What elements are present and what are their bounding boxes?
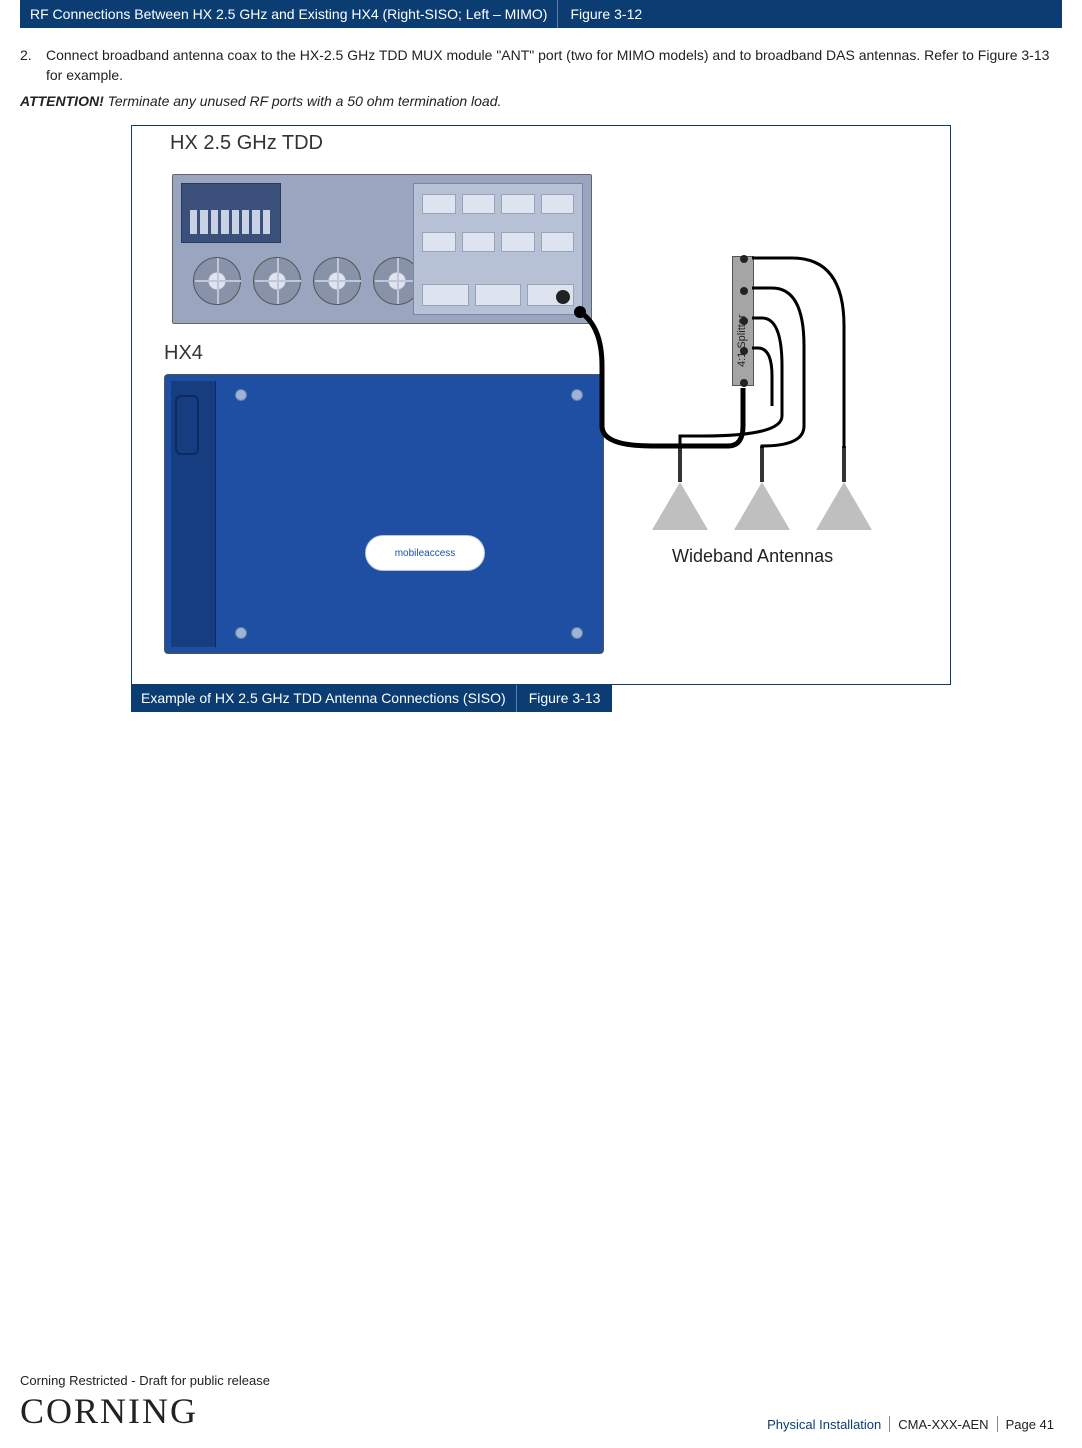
antenna-icon	[814, 446, 874, 530]
hx4-tag: mobileaccess	[365, 535, 485, 571]
attention-text: Terminate any unused RF ports with a 50 …	[108, 93, 502, 109]
hx4-label: HX4	[164, 342, 203, 365]
footer-section: Physical Installation	[759, 1417, 889, 1432]
figure-num: 3-13	[572, 690, 600, 706]
fan-icon	[253, 257, 301, 305]
screw-icon	[235, 389, 247, 401]
wideband-label: Wideband Antennas	[672, 546, 833, 567]
corning-logo: CORNING	[20, 1390, 270, 1432]
footer-doc: CMA-XXX-AEN	[890, 1417, 996, 1432]
footer-left: Corning Restricted - Draft for public re…	[20, 1373, 270, 1432]
footer-page: Page 41	[998, 1417, 1062, 1432]
figure-label: Figure	[570, 6, 610, 22]
step-text: Connect broadband antenna coax to the HX…	[46, 46, 1062, 85]
figure-num: 3-12	[614, 6, 642, 22]
figure-3-13: HX 2.5 GHz TDD HX4 mobileaccess	[131, 125, 951, 712]
page-footer: Corning Restricted - Draft for public re…	[20, 1373, 1062, 1432]
step-number: 2.	[20, 46, 38, 85]
attention-label: ATTENTION!	[20, 93, 104, 109]
figure-label: Figure	[529, 690, 569, 706]
screw-icon	[571, 389, 583, 401]
step-2: 2. Connect broadband antenna coax to the…	[20, 46, 1062, 85]
fan-icon	[313, 257, 361, 305]
figure-number: Figure 3-13	[516, 684, 613, 712]
figure-caption: RF Connections Between HX 2.5 GHz and Ex…	[20, 0, 557, 28]
figure-caption: Example of HX 2.5 GHz TDD Antenna Connec…	[131, 684, 516, 712]
screw-icon	[571, 627, 583, 639]
figure-box: HX 2.5 GHz TDD HX4 mobileaccess	[131, 125, 951, 685]
hx25-port-panel	[413, 183, 583, 315]
hx4-handle	[175, 395, 199, 455]
antenna-icon	[650, 446, 710, 530]
footer-restricted: Corning Restricted - Draft for public re…	[20, 1373, 270, 1388]
figure-number: Figure 3-12	[557, 0, 654, 28]
splitter: 4:1 Splitter	[732, 256, 754, 386]
attention-note: ATTENTION! Terminate any unused RF ports…	[20, 93, 1062, 109]
screw-icon	[235, 627, 247, 639]
figure-bar-bottom: Example of HX 2.5 GHz TDD Antenna Connec…	[131, 684, 612, 712]
hx25-unit	[172, 174, 592, 324]
hx4-unit: mobileaccess	[164, 374, 604, 654]
figure-bar-top: RF Connections Between HX 2.5 GHz and Ex…	[20, 0, 1062, 28]
hx25-control-panel	[181, 183, 281, 243]
hx25-label: HX 2.5 GHz TDD	[170, 132, 323, 155]
fan-icon	[193, 257, 241, 305]
antenna-icon	[732, 446, 792, 530]
footer-right: Physical Installation CMA-XXX-AEN Page 4…	[759, 1416, 1062, 1432]
